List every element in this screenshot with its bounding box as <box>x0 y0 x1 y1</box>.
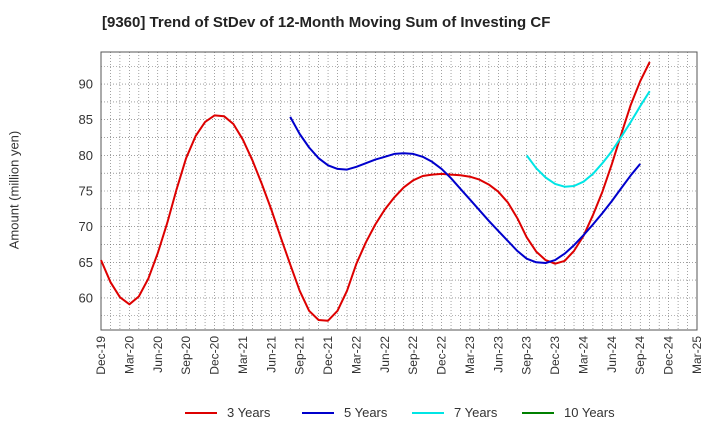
x-tick-label: Mar-20 <box>122 336 136 374</box>
y-tick-label: 90 <box>79 77 93 92</box>
x-tick-label: Mar-24 <box>576 336 590 374</box>
grid-lines <box>100 52 698 330</box>
y-tick-label: 85 <box>79 112 93 127</box>
x-tick-label: Dec-22 <box>435 336 449 375</box>
x-tick-label: Sep-23 <box>520 336 534 375</box>
legend-item: 7 Years <box>412 405 497 420</box>
legend-item: 3 Years <box>185 405 270 420</box>
y-tick-label: 70 <box>79 219 93 234</box>
x-tick-label: Mar-22 <box>349 336 363 374</box>
x-tick-label: Jun-24 <box>605 336 619 373</box>
x-tick-label: Jun-23 <box>491 336 505 373</box>
legend-label: 10 Years <box>564 405 615 420</box>
x-tick-label: Dec-19 <box>94 336 108 375</box>
x-tick-label: Sep-20 <box>179 336 193 375</box>
x-tick-label: Mar-21 <box>236 336 250 374</box>
y-tick-label: 60 <box>79 290 93 305</box>
legend: 3 Years 5 Years 7 Years 10 Years <box>0 405 720 425</box>
x-tick-label: Dec-21 <box>321 336 335 375</box>
x-tick-labels: Dec-19 Mar-20 Jun-20 Sep-20 Dec-20 Mar-21 Jun-… <box>94 336 704 375</box>
legend-label: 5 Years <box>344 405 388 420</box>
y-tick-label: 75 <box>79 184 93 199</box>
x-tick-label: Sep-24 <box>633 336 647 375</box>
legend-item: 10 Years <box>522 405 615 420</box>
x-tick-label: Mar-23 <box>463 336 477 374</box>
legend-swatch <box>412 411 444 414</box>
legend-label: 7 Years <box>454 405 498 420</box>
legend-label: 3 Years <box>227 405 271 420</box>
x-tick-label: Jun-21 <box>264 336 278 373</box>
y-tick-labels: 60 65 70 75 80 85 90 <box>79 77 93 306</box>
x-tick-label: Sep-22 <box>406 336 420 375</box>
legend-swatch <box>522 411 554 414</box>
y-tick-label: 65 <box>79 255 93 270</box>
y-tick-label: 80 <box>79 148 93 163</box>
x-tick-label: Dec-24 <box>662 336 676 375</box>
x-tick-label: Jun-20 <box>151 336 165 373</box>
x-tick-label: Dec-20 <box>208 336 222 375</box>
x-tick-label: Mar-25 <box>690 336 704 374</box>
legend-swatch <box>185 411 217 414</box>
x-tick-label: Sep-21 <box>293 336 307 375</box>
plot-frame <box>100 51 698 331</box>
legend-item: 5 Years <box>302 405 387 420</box>
series-line-7-years <box>525 90 651 188</box>
legend-swatch <box>302 411 334 414</box>
x-tick-label: Jun-22 <box>378 336 392 373</box>
series-lines <box>100 61 651 322</box>
series-line-3-years <box>100 61 651 322</box>
series-line-5-years <box>289 116 641 264</box>
chart-title: [9360] Trend of StDev of 12-Month Moving… <box>102 14 551 31</box>
x-tick-label: Dec-23 <box>548 336 562 375</box>
